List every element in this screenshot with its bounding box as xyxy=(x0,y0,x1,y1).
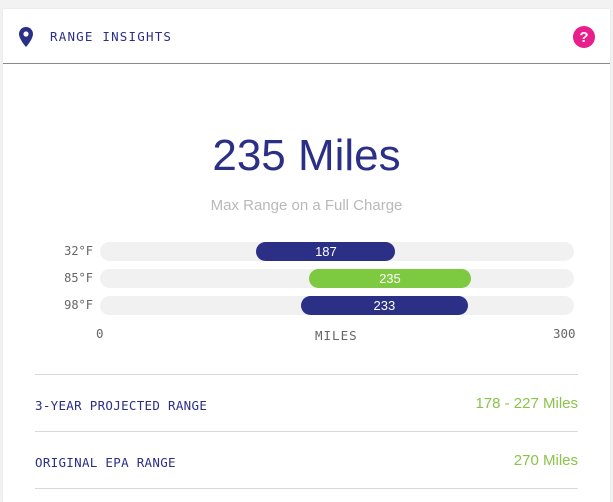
row-label: 32°F xyxy=(64,244,93,258)
projected-range-value: 178 - 227 Miles xyxy=(475,395,578,412)
row-label: 98°F xyxy=(64,298,93,312)
x-axis-title: MILES xyxy=(315,328,358,343)
epa-range-value: 270 Miles xyxy=(513,452,578,469)
header-title: RANGE INSIGHTS xyxy=(50,29,173,44)
range-bar: 235 xyxy=(308,269,472,288)
bar-track: 233 xyxy=(100,296,574,315)
bar-track: 187 xyxy=(100,242,574,261)
divider xyxy=(35,431,578,432)
x-axis-max-label: 300 xyxy=(553,326,576,341)
max-range-subtitle: Max Range on a Full Charge xyxy=(210,197,403,214)
bar-track: 235 xyxy=(100,269,574,288)
range-bar: 187 xyxy=(256,242,396,261)
divider xyxy=(35,374,578,375)
row-label: 85°F xyxy=(64,271,93,285)
range-insights-card: RANGE INSIGHTS ? 235 Miles Max Range on … xyxy=(3,9,610,502)
map-pin-icon xyxy=(19,27,33,47)
epa-range-label: ORIGINAL EPA RANGE xyxy=(35,455,176,470)
card-header: RANGE INSIGHTS ? xyxy=(3,9,610,64)
divider xyxy=(35,488,578,489)
range-bar: 233 xyxy=(300,296,469,315)
svg-text:?: ? xyxy=(579,29,588,46)
max-range-headline: 235 Miles xyxy=(212,131,401,180)
x-axis-min-label: 0 xyxy=(96,326,104,341)
help-icon[interactable]: ? xyxy=(573,26,595,48)
projected-range-label: 3-YEAR PROJECTED RANGE xyxy=(35,398,208,413)
